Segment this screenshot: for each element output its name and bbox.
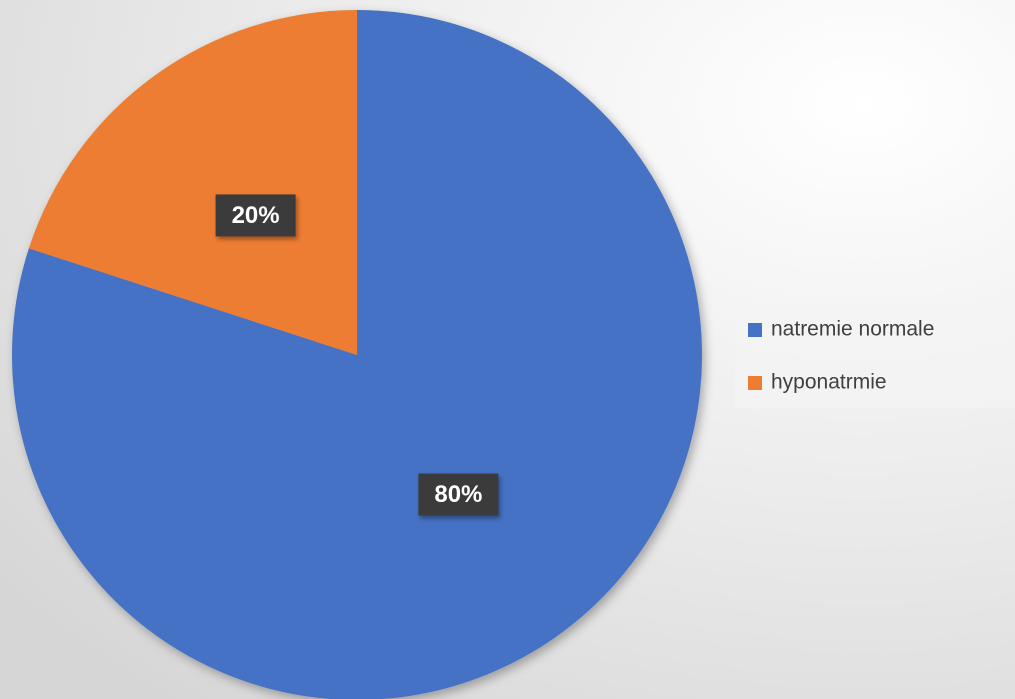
pie [12, 10, 702, 699]
data-label: 80% [434, 481, 482, 508]
legend-swatch [748, 376, 762, 390]
data-label-box [215, 194, 296, 237]
pie-slice [28, 10, 358, 355]
legend-label: natremie normale [771, 318, 934, 341]
data-label: 20% [232, 202, 280, 229]
data-label-box [418, 473, 499, 516]
legend-swatch [748, 323, 762, 337]
pie-slice [12, 10, 702, 699]
legend-label: hyponatrmie [771, 371, 887, 394]
legend-box [735, 305, 1015, 408]
